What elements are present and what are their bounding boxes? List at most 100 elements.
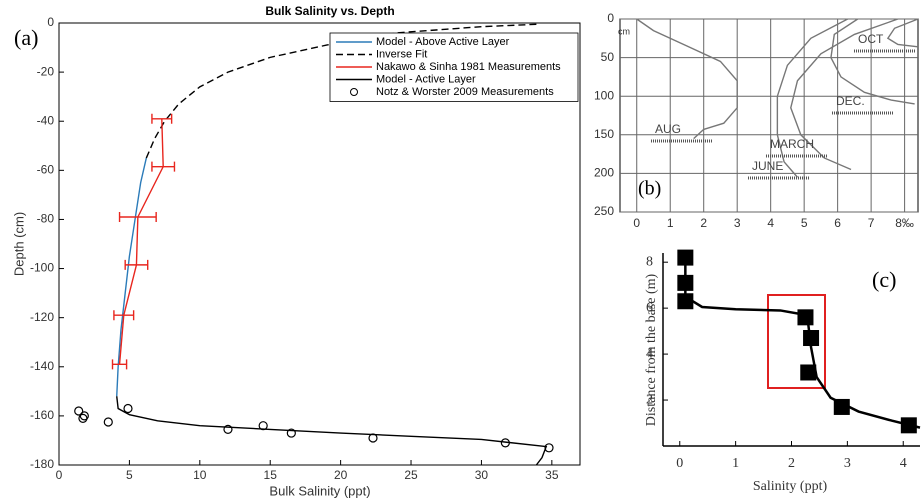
y-tick-label: 50	[601, 50, 615, 64]
x-axis-label: Bulk Salinity (ppt)	[269, 483, 370, 498]
plot-frame	[58, 22, 581, 466]
y-tick-label: -140	[30, 359, 54, 373]
x-tick-label: 6	[834, 216, 841, 230]
y-tick-label: -160	[30, 408, 54, 422]
marker	[103, 417, 113, 427]
chart-title: Bulk Salinity vs. Depth	[265, 4, 394, 18]
marker	[500, 438, 510, 448]
curve-label: MARCH	[770, 137, 814, 151]
marker	[544, 443, 554, 453]
x-tick-label: 0	[676, 456, 683, 471]
x-tick-label: 10	[193, 468, 207, 482]
y-tick-label: 250	[594, 204, 614, 218]
legend-label: Model - Above Active Layer	[376, 36, 510, 48]
y-tick-label: 2	[646, 392, 653, 407]
marker	[79, 411, 89, 421]
y-axis-label: cm	[618, 26, 630, 36]
y-tick-label: -80	[37, 212, 55, 226]
y-tick-label: 8	[646, 254, 653, 269]
x-tick-label: 3	[734, 216, 741, 230]
x-tick-label: 2	[788, 456, 795, 471]
marker	[223, 424, 233, 434]
marker	[123, 403, 133, 414]
marker	[800, 364, 817, 381]
marker	[677, 249, 694, 266]
series-line	[830, 18, 915, 105]
marker	[677, 274, 694, 291]
legend-label: Nakawo & Sinha 1981 Measurements	[376, 61, 561, 73]
series-line	[776, 18, 849, 178]
panel-label: (a)	[14, 25, 38, 50]
error-bar	[124, 259, 149, 270]
y-tick-label: 0	[47, 15, 54, 29]
y-axis-label: Depth (cm)	[11, 212, 26, 276]
y-tick-label: -100	[30, 261, 54, 275]
error-bar	[111, 359, 128, 370]
y-tick-label: 200	[594, 166, 614, 180]
x-tick-label: 0	[56, 468, 63, 482]
legend-label: Inverse Fit	[376, 48, 427, 60]
error-bar	[151, 113, 173, 124]
x-tick-label: 7	[868, 216, 875, 230]
y-tick-label: 4	[646, 346, 653, 361]
legend-marker	[350, 88, 358, 96]
y-tick-label: -20	[37, 64, 55, 78]
x-tick-label: 20	[334, 468, 348, 482]
x-tick-label: 8‰	[895, 216, 914, 230]
x-tick-label: 1	[732, 456, 739, 471]
marker	[833, 398, 850, 415]
legend-label: Model - Active Layer	[376, 73, 476, 85]
curve-label: AUG	[655, 122, 681, 136]
marker	[803, 330, 820, 347]
x-tick-label: 4	[900, 456, 907, 471]
x-tick-label: 2	[700, 216, 707, 230]
series-line	[636, 18, 738, 140]
panel-label: (b)	[638, 178, 661, 200]
marker	[797, 309, 814, 326]
y-tick-label: -120	[30, 310, 54, 324]
curve-label: OCT	[858, 32, 884, 46]
x-tick-label: 5	[126, 468, 133, 482]
marker	[74, 406, 84, 416]
y-tick-label: -40	[37, 113, 55, 127]
y-tick-label: 150	[594, 127, 614, 141]
series-line	[116, 157, 147, 397]
x-tick-label: 3	[844, 456, 851, 471]
series-line	[145, 23, 538, 159]
x-tick-label: 0	[633, 216, 640, 230]
error-bar	[113, 310, 135, 321]
highlight-box	[767, 294, 826, 389]
marker	[677, 293, 694, 310]
x-tick-label: 5	[801, 216, 808, 230]
marker	[78, 413, 88, 423]
y-tick-label: -180	[30, 457, 54, 471]
y-tick-label: 100	[594, 88, 614, 102]
y-tick-label: 0	[607, 11, 614, 25]
series-line	[116, 396, 548, 466]
series-line	[118, 118, 164, 365]
y-tick-label: -60	[37, 163, 55, 177]
y-tick-label: 6	[646, 300, 653, 315]
error-bar	[151, 161, 176, 172]
series-line	[790, 18, 899, 171]
x-tick-label: 35	[545, 468, 559, 482]
marker	[258, 421, 268, 431]
x-tick-label: 1	[667, 216, 674, 230]
marker	[286, 428, 296, 438]
x-tick-label: 30	[475, 468, 489, 482]
curve-label: JUNE	[752, 159, 783, 173]
plot-frame	[619, 18, 919, 213]
x-tick-label: 15	[264, 468, 278, 482]
x-tick-label: 4	[767, 216, 774, 230]
marker	[900, 417, 917, 434]
x-axis-label: Salinity (ppt)	[753, 479, 828, 494]
series-line	[886, 18, 919, 48]
error-bar	[118, 211, 157, 222]
panel-label: (c)	[872, 267, 896, 292]
y-axis-label: Distance from the base (m)	[644, 273, 659, 426]
x-tick-label: 25	[404, 468, 418, 482]
legend-label: Notz & Worster 2009 Measurements	[376, 86, 554, 98]
curve-label: DEC.	[836, 94, 865, 108]
marker	[368, 433, 378, 443]
